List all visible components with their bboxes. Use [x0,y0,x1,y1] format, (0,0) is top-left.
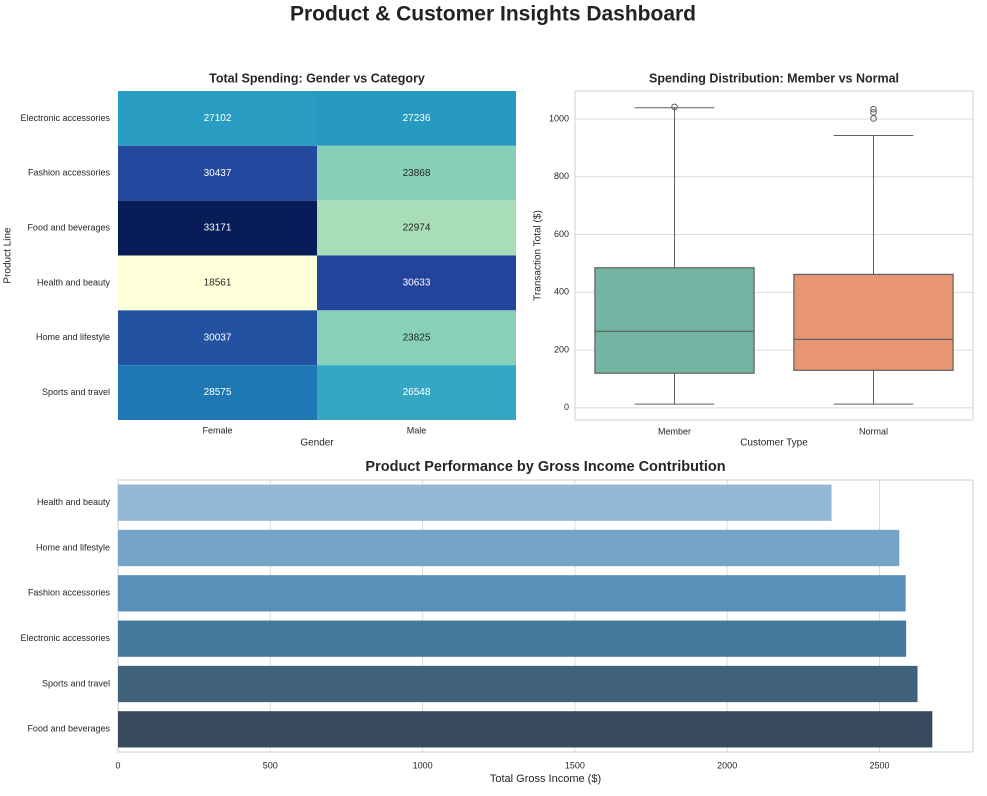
heatmap-title: Total Spending: Gender vs Category [209,71,425,85]
boxplot-y-label: Transaction Total ($) [533,210,544,301]
heatmap-y-tick: Electronic accessories [20,113,110,123]
bar-y-tick: Food and beverages [27,724,110,734]
boxplot-y-tick: 200 [554,344,569,354]
bar-x-tick: 1500 [565,760,585,770]
boxplot-outlier [870,115,877,122]
heatmap-cell [317,200,516,256]
boxplot-box [594,267,755,374]
boxplot-y-tick: 400 [554,287,569,297]
bar-chart-title: Product Performance by Gross Income Cont… [365,459,725,475]
bar [118,620,907,657]
boxplot-frame [574,90,974,421]
heatmap-cell [317,145,516,201]
boxplot-y-tick: 0 [564,402,569,412]
heatmap-y-tick: Sports and travel [42,387,110,397]
bar-y-tick: Electronic accessories [20,633,110,643]
boxplot-x-tick: Normal [859,426,888,436]
heatmap-cell [118,365,317,420]
boxplot-title: Spending Distribution: Member vs Normal [649,71,899,85]
heatmap-cell [317,255,516,311]
bar-x-tick: 500 [263,760,278,770]
heatmap-cell [118,255,317,311]
bar-y-tick: Health and beauty [37,497,111,507]
heatmap-x-tick: Male [407,425,427,435]
boxplot-y-tick: 600 [554,229,569,239]
bar-frame [117,479,974,753]
heatmap-cell [317,310,516,366]
bar-x-tick: 2000 [717,760,737,770]
heatmap-cell-label: 27102 [204,113,232,124]
heatmap-cell-label: 30633 [403,278,431,289]
boxplot-outlier [870,105,877,113]
bar-x-tick: 2500 [869,760,889,770]
heatmap-y-label: Product Line [3,227,14,284]
bar-x-label: Total Gross Income ($) [490,773,601,785]
bar-y-tick: Home and lifestyle [36,542,110,552]
bar-x-tick: 1000 [413,760,433,770]
heatmap-cell-label: 33171 [204,223,232,234]
boxplot-outlier [870,109,877,116]
bar [118,711,933,748]
dashboard-title: Product & Customer Insights Dashboard [290,3,696,26]
bar [118,665,918,703]
heatmap-y-tick: Health and beauty [37,277,111,287]
boxplot-y-tick: 1000 [549,113,569,123]
heatmap-cell [118,145,317,201]
heatmap-cell [118,91,317,146]
heatmap-cell [317,91,516,146]
heatmap-x-tick: Female [202,425,232,435]
heatmap-cell [317,365,516,420]
heatmap-cell-label: 22974 [403,223,431,234]
bar [118,529,900,567]
heatmap-y-tick: Home and lifestyle [36,332,110,342]
boxplot-box [793,273,954,371]
heatmap-x-label: Gender [300,438,334,449]
heatmap-cell [118,310,317,366]
heatmap-cell-label: 26548 [403,387,431,398]
heatmap-y-tick: Fashion accessories [28,168,111,178]
bar-x-tick: 0 [115,760,120,770]
bar-y-tick: Fashion accessories [28,588,111,598]
boxplot-x-tick: Member [658,426,691,436]
heatmap-cell-label: 30437 [204,168,232,179]
bar [118,575,906,612]
heatmap-y-tick: Food and beverages [27,222,110,232]
heatmap-cell-label: 27236 [403,113,431,124]
heatmap-cell [118,200,317,256]
boxplot-y-tick: 800 [554,171,569,181]
heatmap-cell-label: 30037 [204,332,232,343]
bar-y-tick: Sports and travel [42,678,110,688]
bar [118,484,832,521]
heatmap-cell-label: 23825 [403,332,431,343]
heatmap-cell-label: 23868 [403,168,431,179]
boxplot-x-label: Customer Type [740,438,808,449]
heatmap-cell-label: 28575 [204,387,232,398]
boxplot-outlier [671,103,678,111]
heatmap-cell-label: 18561 [204,278,232,289]
